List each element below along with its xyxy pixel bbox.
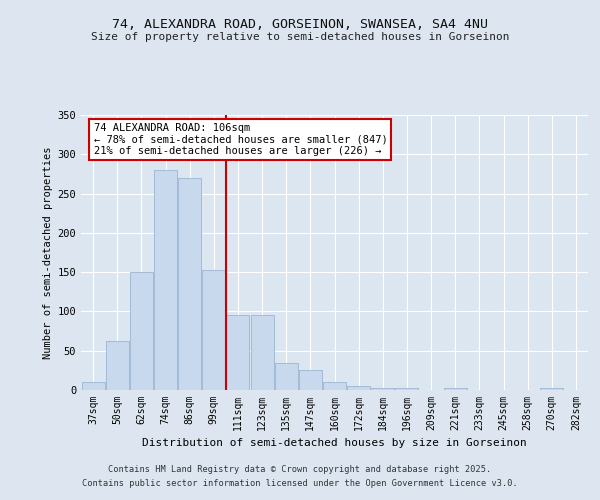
Y-axis label: Number of semi-detached properties: Number of semi-detached properties (43, 146, 53, 359)
Bar (323, 382, 346, 390)
Bar (541, 388, 563, 390)
Bar (106, 340, 128, 390)
Bar (275, 362, 298, 390)
Bar (395, 388, 418, 390)
Bar (226, 316, 250, 390)
Bar (154, 170, 177, 390)
Bar (371, 388, 394, 390)
Bar (82, 382, 104, 390)
Bar (202, 270, 225, 390)
Bar (444, 388, 467, 390)
Bar (347, 386, 370, 390)
Text: Size of property relative to semi-detached houses in Gorseinon: Size of property relative to semi-detach… (91, 32, 509, 42)
Bar (299, 370, 322, 390)
Text: 74 ALEXANDRA ROAD: 106sqm
← 78% of semi-detached houses are smaller (847)
21% of: 74 ALEXANDRA ROAD: 106sqm ← 78% of semi-… (94, 123, 388, 156)
X-axis label: Distribution of semi-detached houses by size in Gorseinon: Distribution of semi-detached houses by … (142, 438, 527, 448)
Bar (178, 178, 201, 390)
Text: 74, ALEXANDRA ROAD, GORSEINON, SWANSEA, SA4 4NU: 74, ALEXANDRA ROAD, GORSEINON, SWANSEA, … (112, 18, 488, 30)
Bar (130, 272, 153, 390)
Bar (251, 316, 274, 390)
Text: Contains HM Land Registry data © Crown copyright and database right 2025.
Contai: Contains HM Land Registry data © Crown c… (82, 466, 518, 487)
